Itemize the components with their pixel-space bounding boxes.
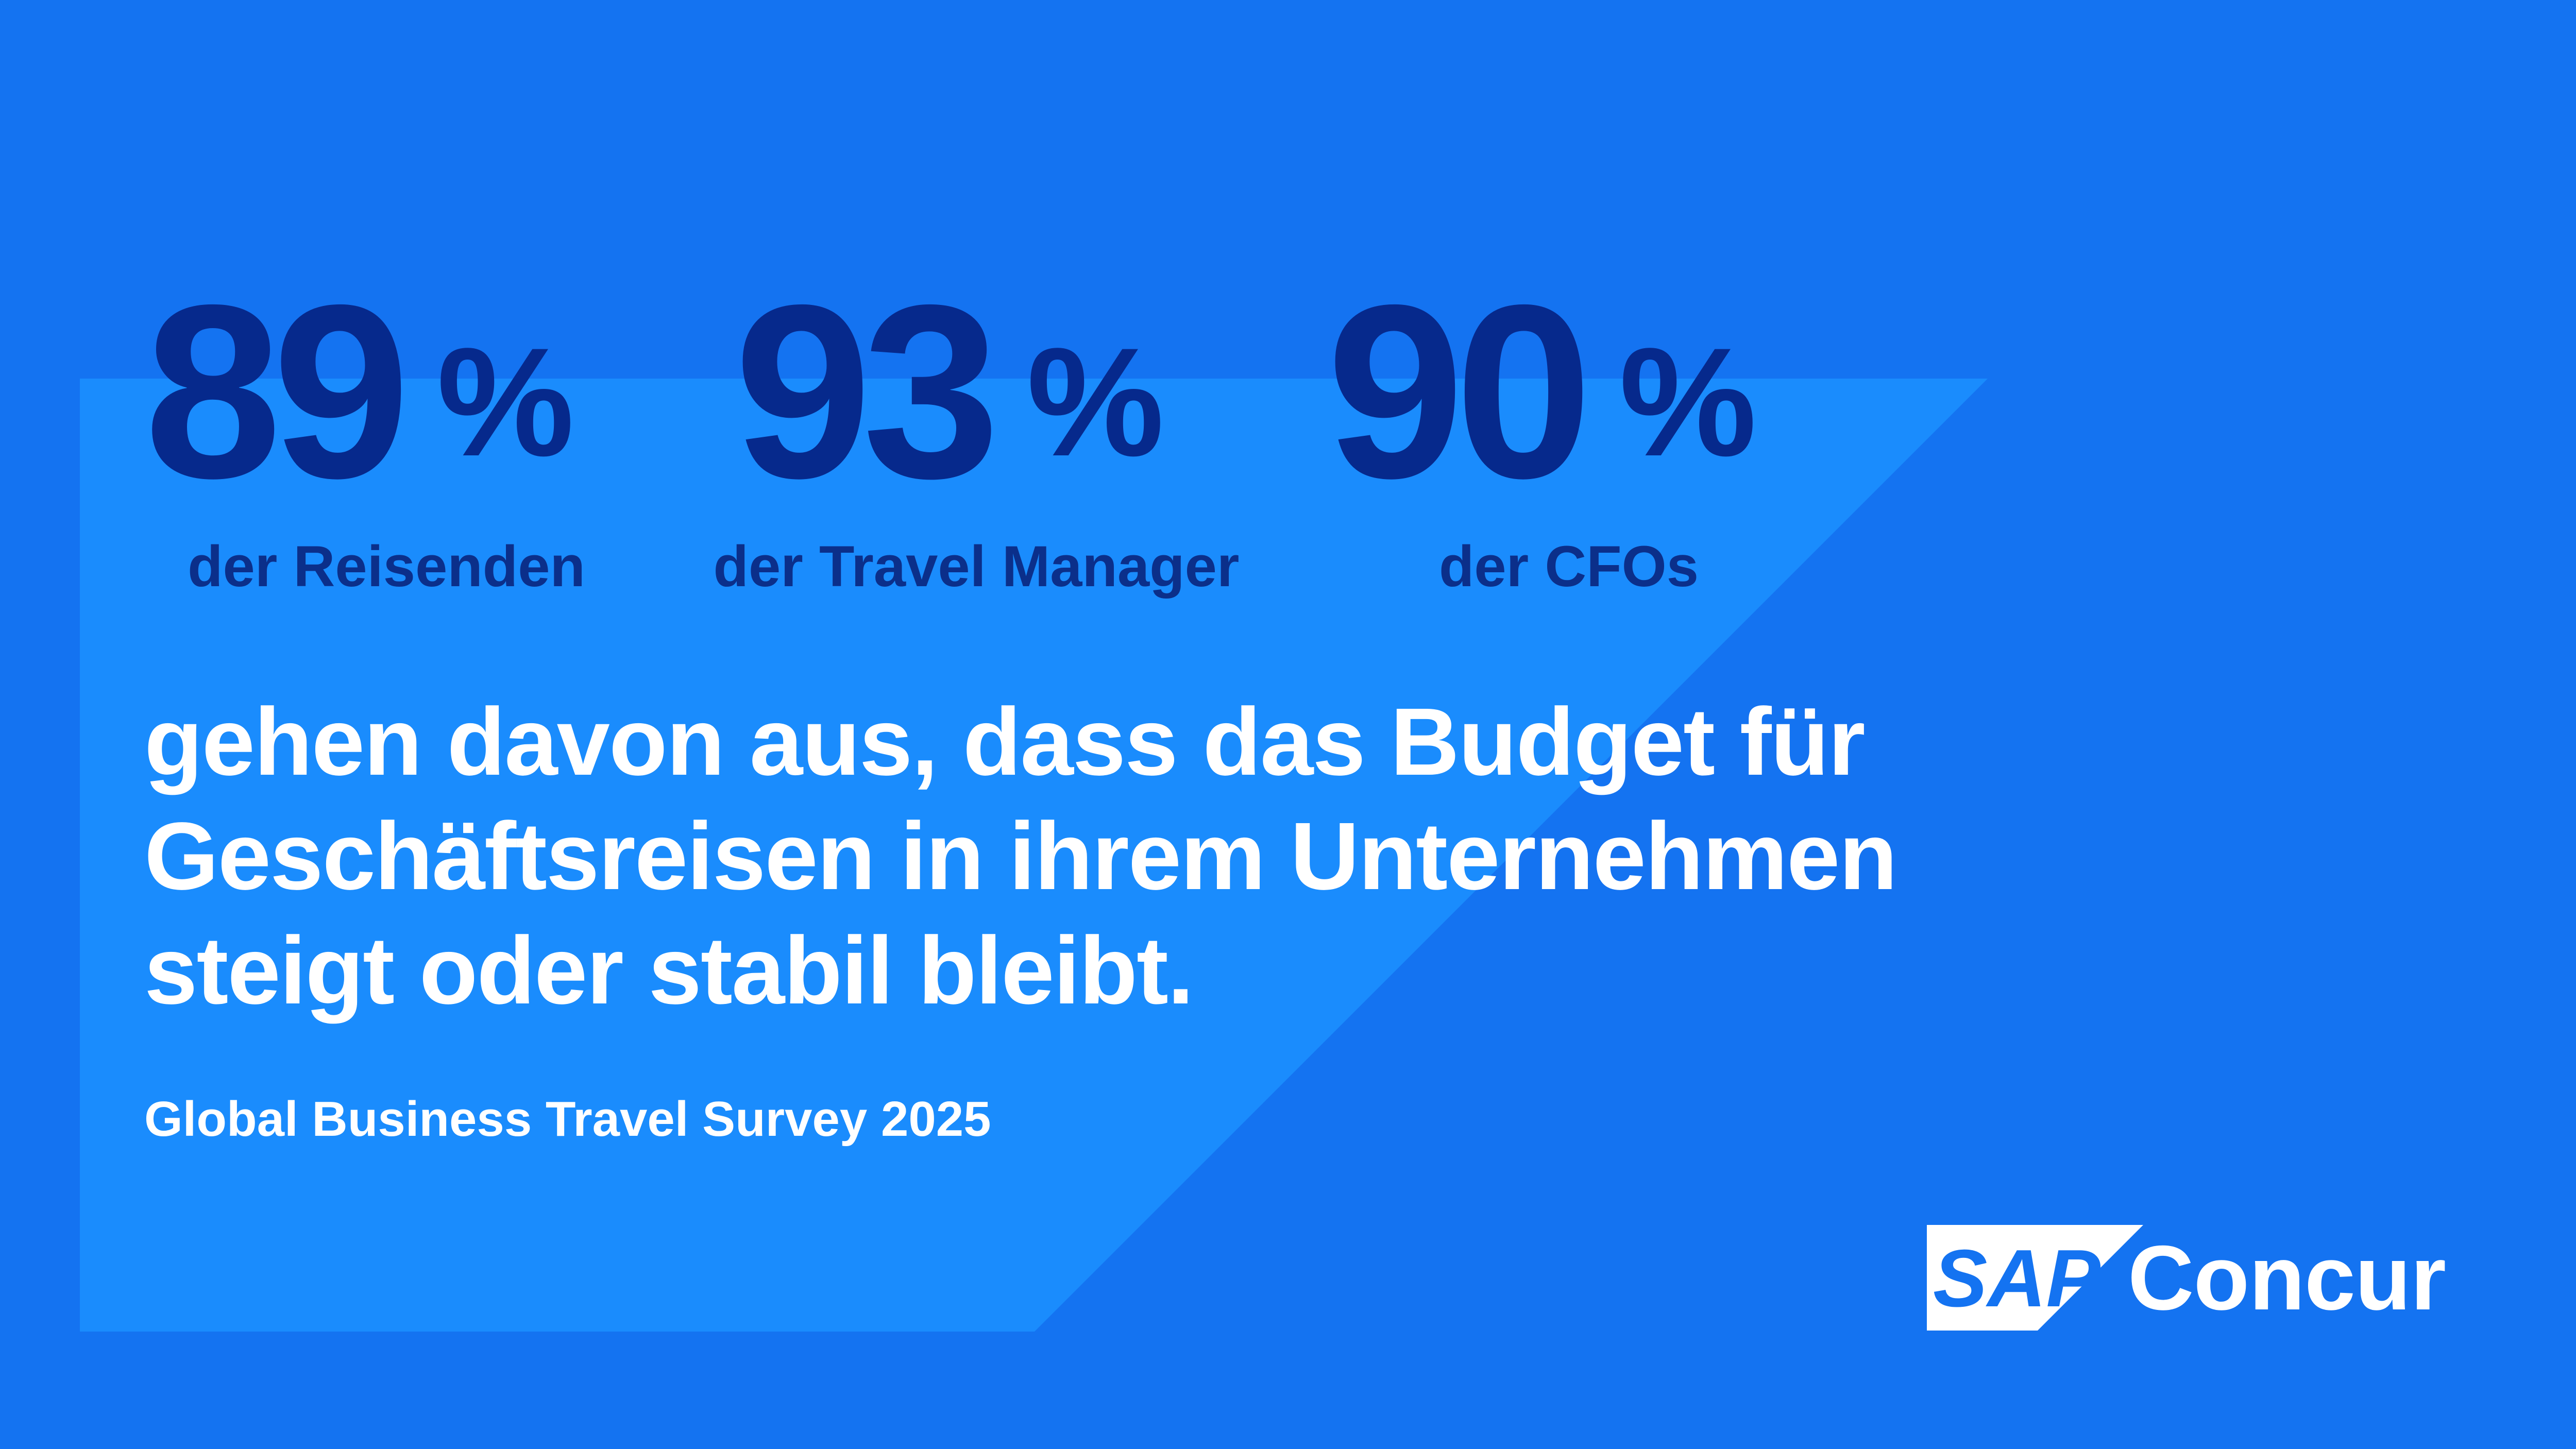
headline-line: Geschäftsreisen in ihrem Unternehmen — [144, 803, 1897, 910]
concur-wordmark: Concur — [2128, 1226, 2446, 1329]
stat-number: 93 — [734, 253, 1000, 530]
stat-percent: % — [436, 315, 574, 488]
stat-value: 93% — [734, 268, 1164, 515]
headline-line: steigt oder stabil bleibt. — [144, 917, 1194, 1024]
source-note: Global Business Travel Survey 2025 — [144, 1092, 991, 1147]
stat-number: 89 — [144, 253, 410, 530]
stat-cfos: 90% der CFOs — [1327, 268, 1893, 628]
stat-travel-managers: 93% der Travel Manager — [714, 268, 1301, 628]
stat-label: der Travel Manager — [713, 534, 1240, 599]
stat-value: 90% — [1327, 268, 1757, 515]
stat-value: 89% — [144, 268, 574, 515]
stat-number: 90 — [1327, 253, 1592, 530]
headline-line: gehen davon aus, dass das Budget für — [144, 689, 1866, 795]
stat-travelers: 89% der Reisenden — [144, 268, 711, 628]
stats-row: 89% der Reisenden 93% der Travel Manager… — [144, 268, 1855, 628]
stat-label: der Reisenden — [188, 534, 585, 599]
sap-logo-icon: SAP — [1927, 1225, 2143, 1331]
headline: gehen davon aus, dass das Budget für Ges… — [144, 685, 1922, 1028]
sap-logo-text: SAP — [1933, 1233, 2100, 1324]
stat-percent: % — [1026, 315, 1164, 488]
sap-concur-logo: SAP Concur — [1927, 1225, 2463, 1338]
stat-label: der CFOs — [1438, 534, 1699, 599]
stat-percent: % — [1619, 315, 1757, 488]
